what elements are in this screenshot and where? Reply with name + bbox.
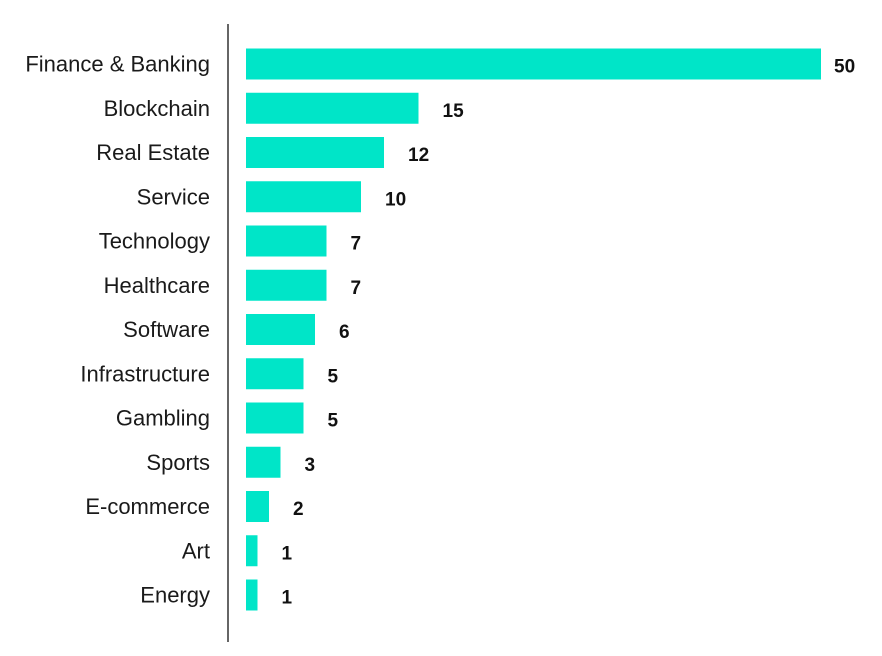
value-label-real-estate: 12 (408, 145, 429, 166)
value-label-technology: 7 (351, 234, 362, 255)
category-label-healthcare: Healthcare (104, 273, 210, 298)
category-label-blockchain: Blockchain (104, 96, 210, 121)
value-label-gambling: 5 (328, 411, 339, 432)
value-label-blockchain: 15 (443, 101, 465, 122)
value-labels-group: 50 15 12 10 7 7 6 5 5 3 2 1 1 (282, 57, 856, 609)
value-label-finance-and-banking: 50 (834, 57, 855, 78)
value-label-art: 1 (282, 543, 293, 564)
category-label-service: Service (137, 184, 210, 209)
category-label-technology: Technology (99, 229, 210, 254)
category-label-real-estate: Real Estate (96, 140, 210, 165)
category-label-finance-and-banking: Finance & Banking (25, 52, 210, 77)
category-label-software: Software (123, 317, 210, 342)
bar-service (246, 181, 361, 213)
bar-software (246, 314, 315, 345)
bar-art (246, 535, 258, 567)
bar-e-commerce (246, 491, 269, 522)
category-label-energy: Energy (140, 583, 210, 608)
value-label-e-commerce: 2 (293, 499, 304, 520)
bar-technology (246, 225, 327, 257)
value-label-software: 6 (339, 322, 350, 343)
value-label-healthcare: 7 (351, 278, 362, 299)
category-label-infrastructure: Infrastructure (80, 361, 210, 386)
bar-gambling (246, 402, 304, 434)
bars-group (246, 48, 821, 611)
bar-healthcare (246, 269, 327, 301)
bar-infrastructure (246, 358, 304, 390)
category-label-e-commerce: E-commerce (85, 494, 210, 519)
category-label-sports: Sports (146, 450, 210, 475)
value-label-energy: 1 (282, 588, 293, 609)
bar-real-estate (246, 137, 384, 168)
bar-sports (246, 446, 281, 478)
category-label-gambling: Gambling (116, 406, 210, 431)
bar-energy (246, 579, 258, 611)
category-labels-group: Finance & Banking Blockchain Real Estate Se… (25, 52, 210, 608)
value-label-infrastructure: 5 (328, 366, 339, 387)
value-label-sports: 3 (305, 455, 316, 476)
category-label-art: Art (182, 538, 210, 563)
bar-finance-and-banking (246, 48, 821, 80)
value-label-service: 10 (385, 189, 406, 210)
bar-blockchain (246, 92, 419, 124)
